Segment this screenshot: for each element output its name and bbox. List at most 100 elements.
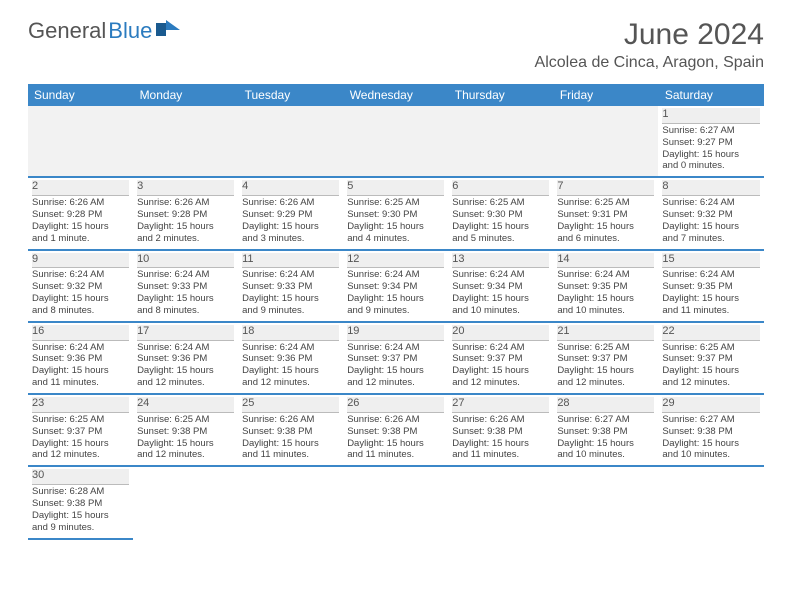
sunrise-text: Sunrise: 6:24 AM xyxy=(242,269,339,281)
sunset-text: Sunset: 9:38 PM xyxy=(662,426,759,438)
sunset-text: Sunset: 9:36 PM xyxy=(242,353,339,365)
week-row: 30Sunrise: 6:28 AMSunset: 9:38 PMDayligh… xyxy=(28,466,764,538)
sunrise-text: Sunrise: 6:26 AM xyxy=(452,414,549,426)
title-block: June 2024 Alcolea de Cinca, Aragon, Spai… xyxy=(535,18,764,72)
daylight-text: Daylight: 15 hours xyxy=(347,365,444,377)
daylight-text: Daylight: 15 hours xyxy=(662,149,759,161)
day-number: 16 xyxy=(32,325,129,341)
flag-icon xyxy=(156,18,182,44)
day-number: 15 xyxy=(662,253,759,269)
day-cell: 10Sunrise: 6:24 AMSunset: 9:33 PMDayligh… xyxy=(133,250,238,322)
day-cell: 7Sunrise: 6:25 AMSunset: 9:31 PMDaylight… xyxy=(553,177,658,249)
day-cell xyxy=(343,466,448,538)
daylight-text: Daylight: 15 hours xyxy=(662,365,759,377)
day-number: 27 xyxy=(452,397,549,413)
week-row: 2Sunrise: 6:26 AMSunset: 9:28 PMDaylight… xyxy=(28,177,764,249)
day-cell xyxy=(553,466,658,538)
sunrise-text: Sunrise: 6:25 AM xyxy=(662,342,759,354)
sunrise-text: Sunrise: 6:27 AM xyxy=(557,414,654,426)
sunset-text: Sunset: 9:37 PM xyxy=(32,426,129,438)
daylight-text: Daylight: 15 hours xyxy=(32,221,129,233)
day-cell: 12Sunrise: 6:24 AMSunset: 9:34 PMDayligh… xyxy=(343,250,448,322)
sunrise-text: Sunrise: 6:24 AM xyxy=(137,342,234,354)
daylight-text: Daylight: 15 hours xyxy=(452,293,549,305)
daylight-text: Daylight: 15 hours xyxy=(452,438,549,450)
sunset-text: Sunset: 9:31 PM xyxy=(557,209,654,221)
day-cell: 11Sunrise: 6:24 AMSunset: 9:33 PMDayligh… xyxy=(238,250,343,322)
daylight-text: Daylight: 15 hours xyxy=(32,293,129,305)
daylight-text: Daylight: 15 hours xyxy=(137,438,234,450)
day-cell xyxy=(133,106,238,177)
daylight-text: and 12 minutes. xyxy=(557,377,654,389)
sunrise-text: Sunrise: 6:25 AM xyxy=(32,414,129,426)
daylight-text: Daylight: 15 hours xyxy=(242,293,339,305)
daylight-text: and 12 minutes. xyxy=(452,377,549,389)
daylight-text: and 12 minutes. xyxy=(137,449,234,461)
day-cell: 15Sunrise: 6:24 AMSunset: 9:35 PMDayligh… xyxy=(658,250,763,322)
day-number: 10 xyxy=(137,253,234,269)
sunset-text: Sunset: 9:28 PM xyxy=(32,209,129,221)
header: GeneralBlue June 2024 Alcolea de Cinca, … xyxy=(0,0,792,76)
daylight-text: and 6 minutes. xyxy=(557,233,654,245)
dayhdr-wed: Wednesday xyxy=(343,84,448,106)
day-cell xyxy=(658,466,763,538)
day-number: 21 xyxy=(557,325,654,341)
sunset-text: Sunset: 9:37 PM xyxy=(557,353,654,365)
day-number: 11 xyxy=(242,253,339,269)
sunrise-text: Sunrise: 6:24 AM xyxy=(662,269,759,281)
sunset-text: Sunset: 9:38 PM xyxy=(32,498,129,510)
day-cell: 17Sunrise: 6:24 AMSunset: 9:36 PMDayligh… xyxy=(133,322,238,394)
sunrise-text: Sunrise: 6:24 AM xyxy=(452,269,549,281)
daylight-text: Daylight: 15 hours xyxy=(557,293,654,305)
daylight-text: Daylight: 15 hours xyxy=(32,438,129,450)
day-cell: 21Sunrise: 6:25 AMSunset: 9:37 PMDayligh… xyxy=(553,322,658,394)
sunset-text: Sunset: 9:34 PM xyxy=(452,281,549,293)
day-number: 4 xyxy=(242,180,339,196)
day-cell: 6Sunrise: 6:25 AMSunset: 9:30 PMDaylight… xyxy=(448,177,553,249)
daylight-text: and 11 minutes. xyxy=(662,305,759,317)
sunrise-text: Sunrise: 6:24 AM xyxy=(137,269,234,281)
sunset-text: Sunset: 9:38 PM xyxy=(242,426,339,438)
day-number: 30 xyxy=(32,469,129,485)
daylight-text: Daylight: 15 hours xyxy=(557,221,654,233)
sunrise-text: Sunrise: 6:24 AM xyxy=(32,269,129,281)
sunrise-text: Sunrise: 6:26 AM xyxy=(32,197,129,209)
day-number: 19 xyxy=(347,325,444,341)
day-cell: 13Sunrise: 6:24 AMSunset: 9:34 PMDayligh… xyxy=(448,250,553,322)
day-cell: 22Sunrise: 6:25 AMSunset: 9:37 PMDayligh… xyxy=(658,322,763,394)
day-number: 29 xyxy=(662,397,759,413)
sunrise-text: Sunrise: 6:24 AM xyxy=(452,342,549,354)
day-number: 26 xyxy=(347,397,444,413)
day-number: 22 xyxy=(662,325,759,341)
day-number: 9 xyxy=(32,253,129,269)
day-number: 24 xyxy=(137,397,234,413)
day-number: 8 xyxy=(662,180,759,196)
dayhdr-fri: Friday xyxy=(553,84,658,106)
sunrise-text: Sunrise: 6:27 AM xyxy=(662,414,759,426)
sunset-text: Sunset: 9:34 PM xyxy=(347,281,444,293)
daylight-text: Daylight: 15 hours xyxy=(242,365,339,377)
day-number: 1 xyxy=(662,108,759,124)
sunset-text: Sunset: 9:35 PM xyxy=(662,281,759,293)
daylight-text: and 9 minutes. xyxy=(347,305,444,317)
day-cell: 26Sunrise: 6:26 AMSunset: 9:38 PMDayligh… xyxy=(343,394,448,466)
day-number: 14 xyxy=(557,253,654,269)
sunrise-text: Sunrise: 6:26 AM xyxy=(242,197,339,209)
day-cell: 14Sunrise: 6:24 AMSunset: 9:35 PMDayligh… xyxy=(553,250,658,322)
daylight-text: Daylight: 15 hours xyxy=(137,221,234,233)
sunset-text: Sunset: 9:38 PM xyxy=(452,426,549,438)
day-cell: 19Sunrise: 6:24 AMSunset: 9:37 PMDayligh… xyxy=(343,322,448,394)
day-number: 7 xyxy=(557,180,654,196)
sunrise-text: Sunrise: 6:24 AM xyxy=(662,197,759,209)
daylight-text: Daylight: 15 hours xyxy=(347,293,444,305)
daylight-text: Daylight: 15 hours xyxy=(137,365,234,377)
day-cell: 20Sunrise: 6:24 AMSunset: 9:37 PMDayligh… xyxy=(448,322,553,394)
daylight-text: Daylight: 15 hours xyxy=(32,365,129,377)
day-cell: 25Sunrise: 6:26 AMSunset: 9:38 PMDayligh… xyxy=(238,394,343,466)
day-number: 13 xyxy=(452,253,549,269)
week-row: 9Sunrise: 6:24 AMSunset: 9:32 PMDaylight… xyxy=(28,250,764,322)
daylight-text: and 11 minutes. xyxy=(347,449,444,461)
daylight-text: and 10 minutes. xyxy=(557,449,654,461)
daylight-text: and 9 minutes. xyxy=(242,305,339,317)
sunrise-text: Sunrise: 6:26 AM xyxy=(137,197,234,209)
